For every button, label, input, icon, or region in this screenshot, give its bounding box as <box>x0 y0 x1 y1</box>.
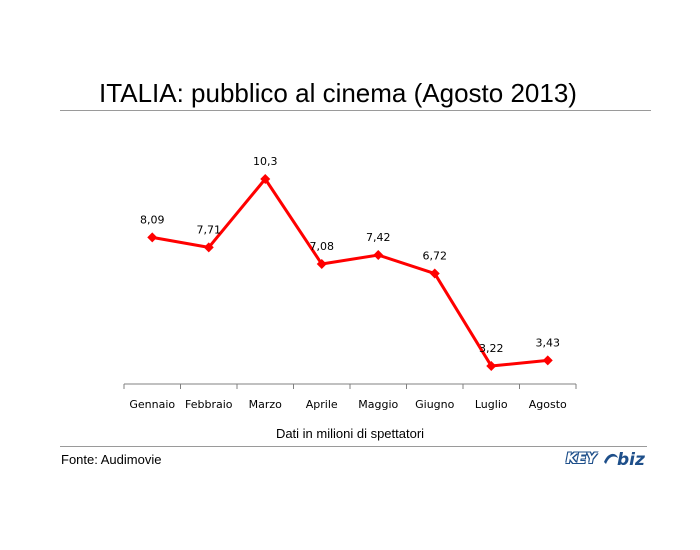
data-label: 10,3 <box>253 155 278 168</box>
x-tick-label: Aprile <box>306 398 338 411</box>
data-label: 8,09 <box>140 213 165 226</box>
data-labels: 8,09 7,71 10,3 7,08 7,42 6,72 3,22 3,43 <box>140 155 560 355</box>
line-chart: 8,09 7,71 10,3 7,08 7,42 6,72 3,22 3,43 Gennaio… <box>123 155 577 411</box>
x-tick-label: Febbraio <box>185 398 233 411</box>
x-tick-label: Giugno <box>415 398 455 411</box>
data-point <box>147 232 158 243</box>
x-tick-label: Marzo <box>249 398 283 411</box>
source-note: Fonte: Audimovie <box>61 452 162 467</box>
data-label: 3,22 <box>479 342 504 355</box>
logo-biz-text: biz <box>617 450 645 470</box>
x-tick-label: Agosto <box>529 398 567 411</box>
data-label: 7,42 <box>366 231 391 244</box>
series-line-layer <box>151 177 548 368</box>
data-point <box>429 268 440 279</box>
x-tick-label: Gennaio <box>129 398 175 411</box>
data-label: 7,08 <box>310 240 335 253</box>
data-label: 7,71 <box>197 223 222 236</box>
data-markers <box>147 174 553 371</box>
x-axis <box>123 383 577 389</box>
data-point <box>260 174 271 184</box>
data-label: 3,43 <box>536 336 561 349</box>
data-point <box>373 250 384 261</box>
x-tick-label: Luglio <box>475 398 508 411</box>
axis-caption: Dati in milioni di spettatori <box>275 426 425 441</box>
data-point <box>486 360 497 371</box>
chart-title: ITALIA: pubblico al cinema (Agosto 2013) <box>99 78 577 108</box>
keybiz-logo: KEY biz <box>566 450 646 470</box>
data-point <box>542 355 553 366</box>
logo-swoosh-icon <box>604 453 618 464</box>
x-tick-labels: Gennaio Febbraio Marzo Aprile Maggio Giugno Lu… <box>129 398 567 411</box>
data-label: 6,72 <box>423 250 448 263</box>
series-line <box>151 177 548 368</box>
bottom-divider <box>60 446 647 447</box>
data-point <box>316 259 327 270</box>
x-tick-label: Maggio <box>358 398 398 411</box>
top-divider <box>60 110 651 111</box>
logo-key-text: KEY <box>566 451 597 467</box>
data-point <box>203 242 214 253</box>
